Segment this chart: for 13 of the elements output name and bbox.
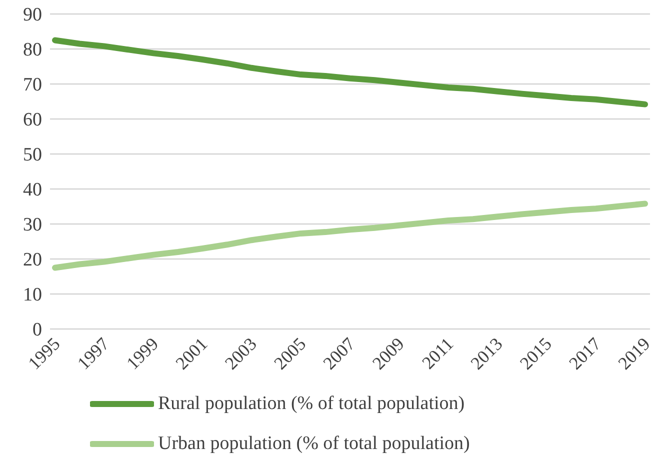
y-tick-label: 0 [32, 320, 42, 341]
y-tick-label: 10 [23, 284, 42, 306]
legend-label: Rural population (% of total population) [158, 393, 465, 415]
y-tick-label: 70 [23, 74, 42, 96]
legend-label: Urban population (% of total population) [158, 433, 470, 455]
y-tick-label: 60 [23, 110, 42, 131]
y-tick-label: 90 [23, 4, 42, 26]
x-tick-label: 2011 [418, 334, 458, 373]
y-tick-label: 50 [23, 144, 42, 166]
y-tick-label: 30 [23, 214, 42, 236]
y-tick-label: 40 [23, 180, 42, 201]
y-tick-label: 80 [23, 40, 42, 61]
y-tick-label: 20 [23, 250, 42, 271]
